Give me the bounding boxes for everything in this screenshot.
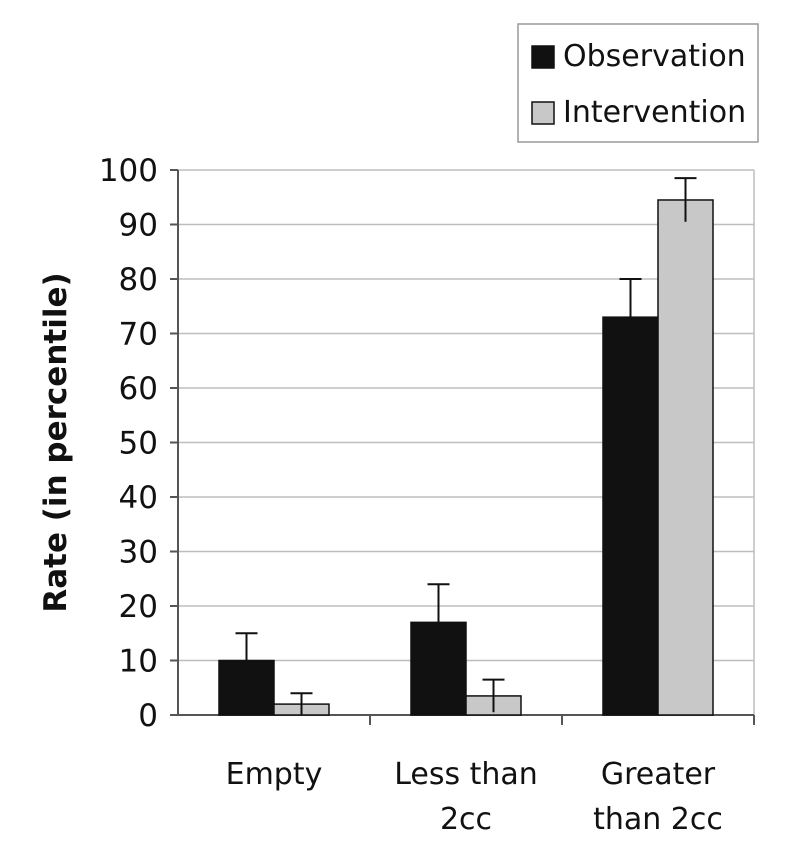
bar-intervention-2 <box>657 199 714 716</box>
y-tick-label: 50 <box>119 426 158 462</box>
y-tick-label: 80 <box>119 262 158 298</box>
x-tick-label: Empty <box>226 757 323 792</box>
y-tick-label: 10 <box>119 644 158 680</box>
y-tick-label: 40 <box>119 480 158 516</box>
x-tick-label: Greater <box>601 757 716 792</box>
y-tick-label: 70 <box>119 317 158 353</box>
y-tick-label: 100 <box>99 153 158 189</box>
legend-label-observation: Observation <box>563 39 746 74</box>
legend-swatch-observation <box>531 45 555 69</box>
x-tick-label: Less than <box>394 757 538 792</box>
x-tick-label: than 2cc <box>593 802 723 837</box>
bar-observation-2 <box>602 316 659 716</box>
y-tick-label: 60 <box>119 371 158 407</box>
legend-swatch-intervention <box>531 101 555 125</box>
y-tick-label: 0 <box>138 698 158 734</box>
y-tick-label: 30 <box>119 535 158 571</box>
legend-label-intervention: Intervention <box>563 95 746 130</box>
x-tick-label: 2cc <box>440 802 492 837</box>
legend-box <box>517 23 759 143</box>
y-axis-label: Rate (in percentile) <box>38 272 74 612</box>
y-tick-label: 20 <box>119 589 158 625</box>
y-tick-label: 90 <box>119 208 158 244</box>
